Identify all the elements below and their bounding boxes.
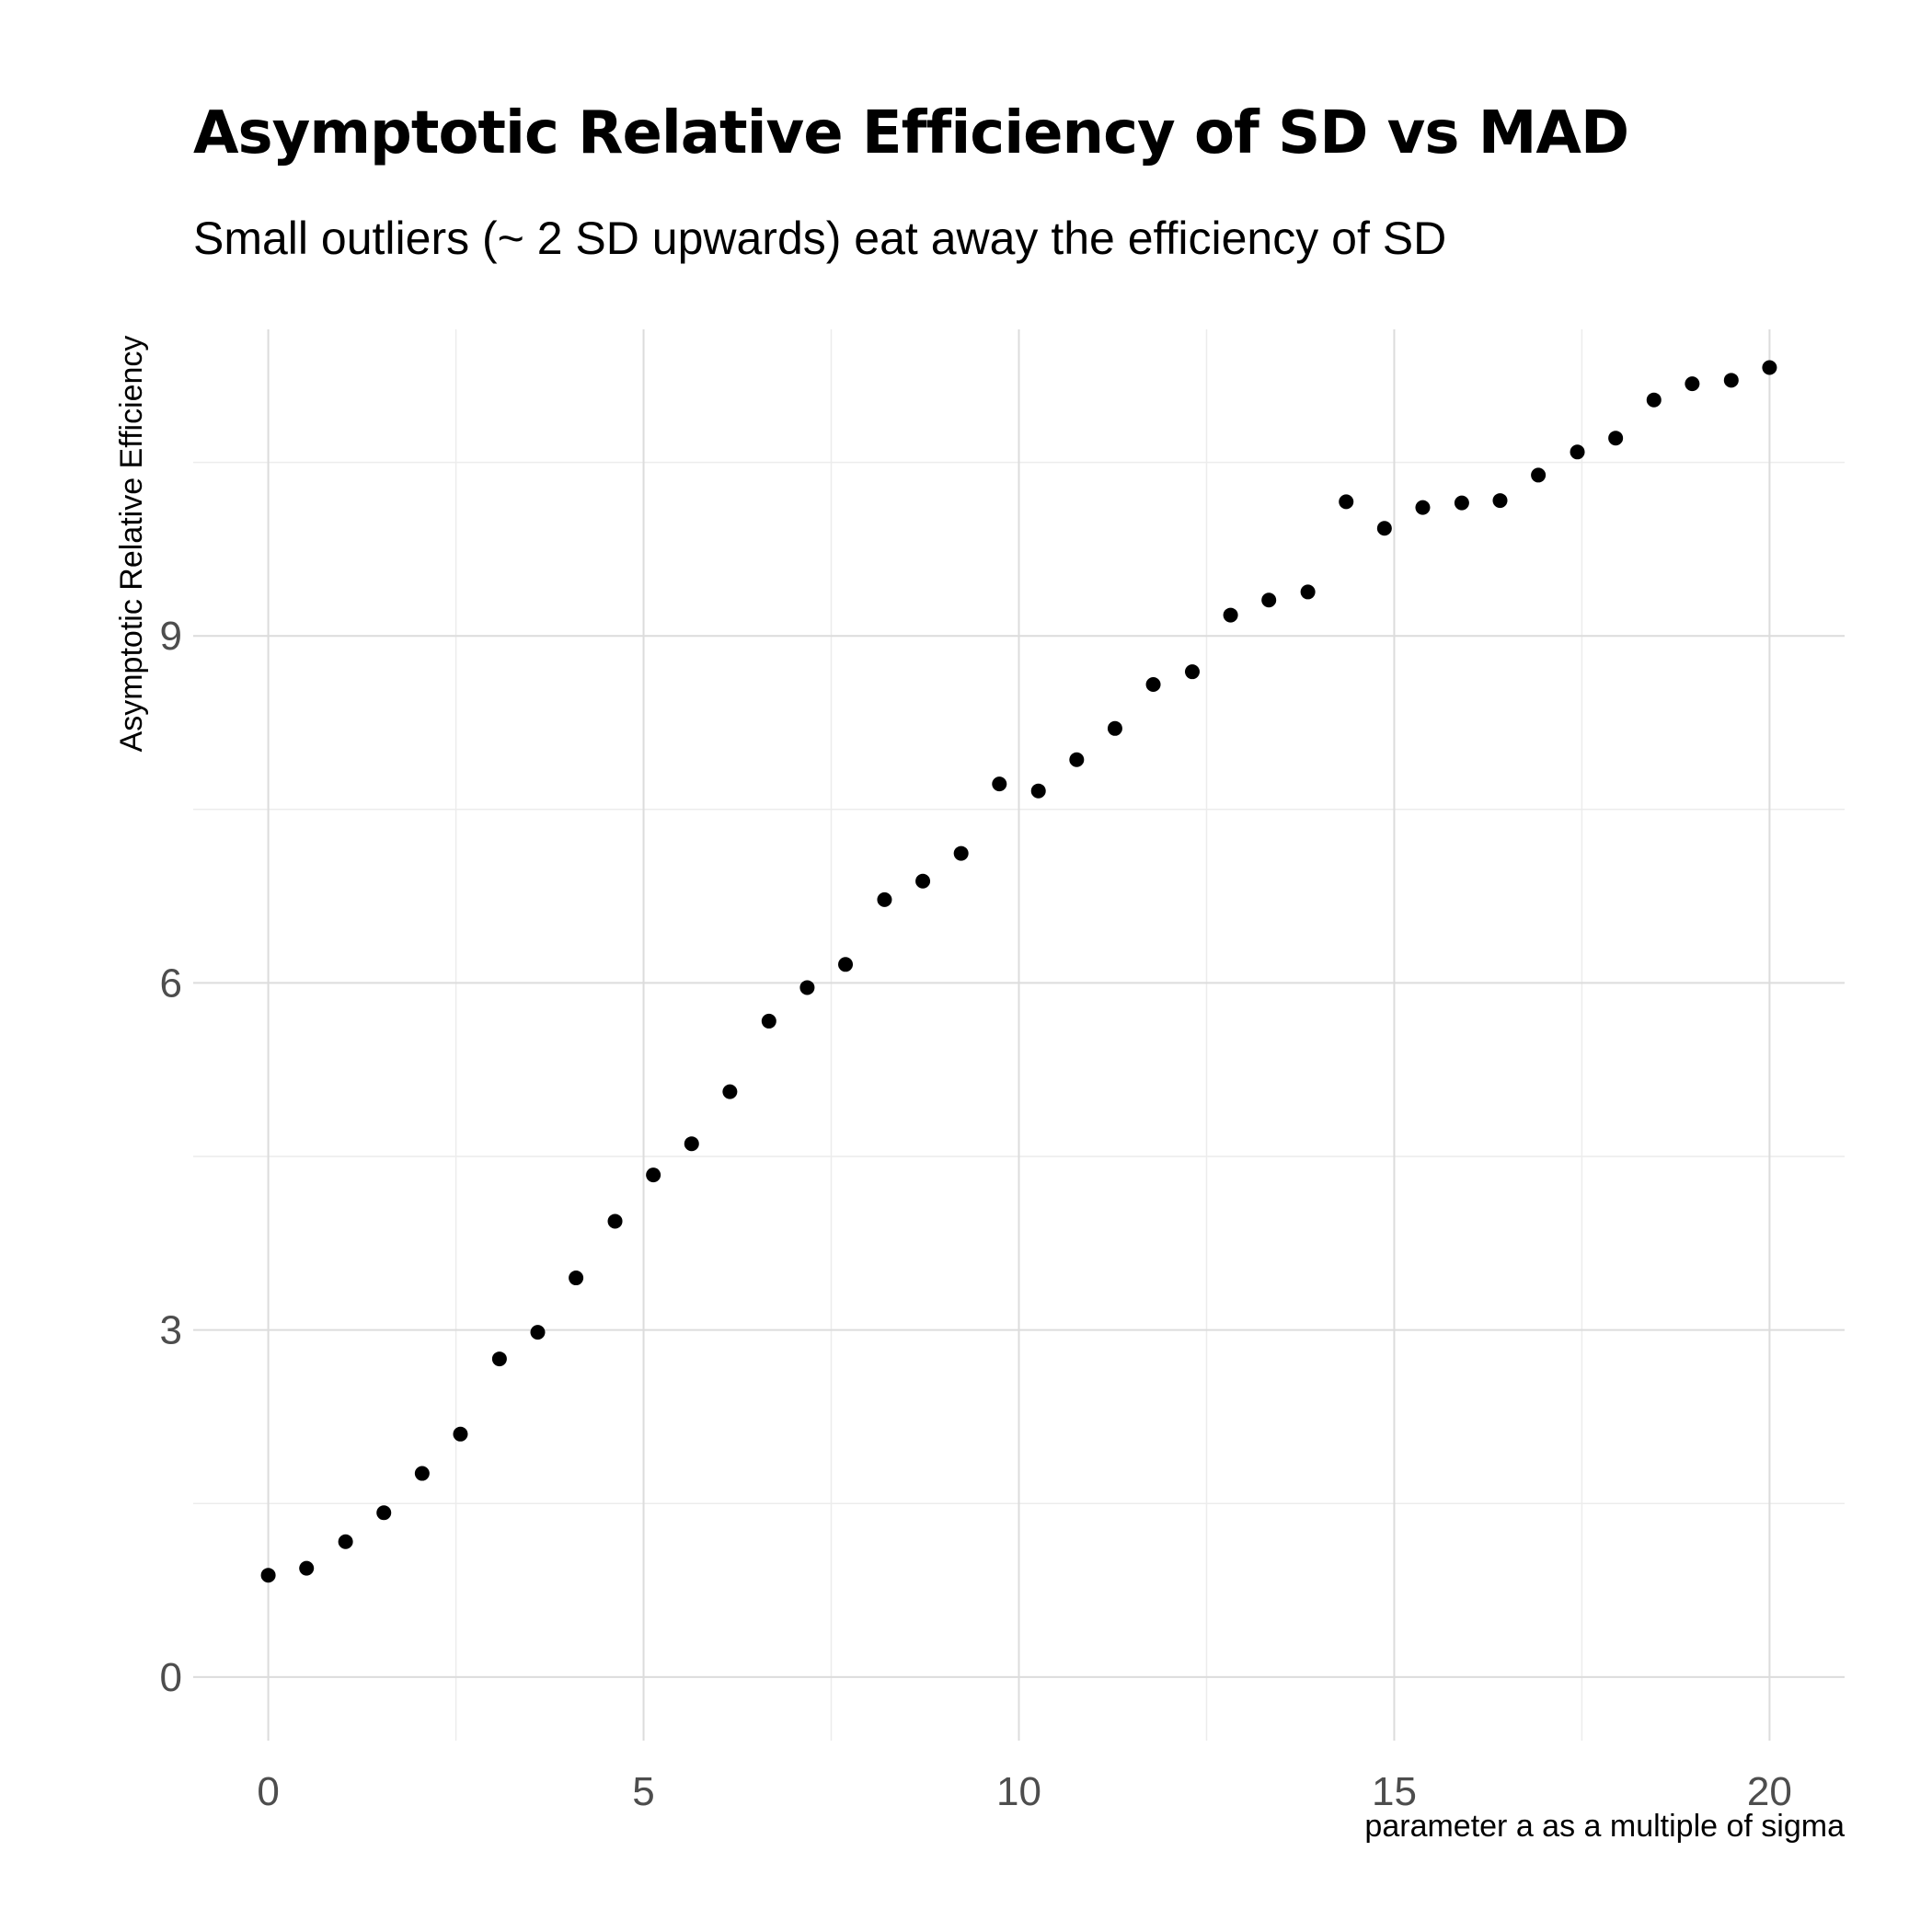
x-tick-label: 0 xyxy=(257,1769,279,1814)
data-point xyxy=(1531,467,1547,483)
x-tick-label: 10 xyxy=(996,1769,1041,1814)
data-point xyxy=(761,1013,776,1029)
data-point xyxy=(684,1136,699,1152)
data-point xyxy=(877,891,892,907)
chart-subtitle: Small outliers (~ 2 SD upwards) eat away… xyxy=(193,213,1447,264)
data-point xyxy=(799,980,815,995)
y-tick-label: 9 xyxy=(160,614,182,659)
data-point xyxy=(1300,584,1316,600)
data-point xyxy=(1762,360,1777,375)
data-point xyxy=(338,1534,353,1549)
data-point xyxy=(1454,495,1469,511)
data-point xyxy=(1492,493,1508,509)
data-point xyxy=(1339,494,1354,510)
data-point xyxy=(299,1560,315,1576)
data-point xyxy=(992,776,1007,792)
data-point xyxy=(1184,664,1200,680)
y-axis-label: Asymptotic Relative Efficiency xyxy=(114,336,149,753)
data-point xyxy=(953,845,969,861)
tick-labels: 0 5 10 15 20 0 3 6 9 xyxy=(160,614,1792,1814)
y-tick-label: 3 xyxy=(160,1308,182,1353)
data-point xyxy=(491,1351,507,1367)
data-point xyxy=(1608,431,1624,446)
chart-title: Asymptotic Relative Efficiency of SD vs … xyxy=(193,99,1629,167)
data-point xyxy=(376,1505,392,1521)
data-point xyxy=(646,1167,661,1183)
data-point xyxy=(1069,752,1085,767)
data-point xyxy=(1261,592,1277,608)
y-tick-label: 0 xyxy=(160,1655,182,1700)
data-point xyxy=(1107,720,1122,736)
data-point xyxy=(530,1325,546,1340)
x-tick-label: 20 xyxy=(1747,1769,1792,1814)
data-point xyxy=(722,1084,738,1099)
data-point xyxy=(1223,607,1238,623)
x-tick-label: 5 xyxy=(632,1769,654,1814)
x-tick-label: 15 xyxy=(1372,1769,1417,1814)
y-tick-label: 6 xyxy=(160,960,182,1006)
data-point xyxy=(915,873,931,889)
data-point xyxy=(1415,500,1431,515)
x-axis-label: parameter a as a multiple of sigma xyxy=(1364,1809,1845,1844)
data-point xyxy=(1646,392,1662,408)
data-point xyxy=(453,1426,468,1442)
data-point xyxy=(1685,376,1700,392)
data-point xyxy=(1030,783,1046,799)
data-point xyxy=(607,1213,623,1229)
data-point xyxy=(1570,444,1585,460)
data-point xyxy=(838,957,854,972)
data-point xyxy=(1723,373,1739,388)
data-point xyxy=(569,1271,584,1286)
data-point xyxy=(1145,677,1161,693)
grid-lines xyxy=(193,329,1845,1741)
data-points xyxy=(260,360,1777,1583)
data-point xyxy=(414,1466,430,1481)
data-point xyxy=(1376,521,1392,536)
data-point xyxy=(260,1568,276,1583)
